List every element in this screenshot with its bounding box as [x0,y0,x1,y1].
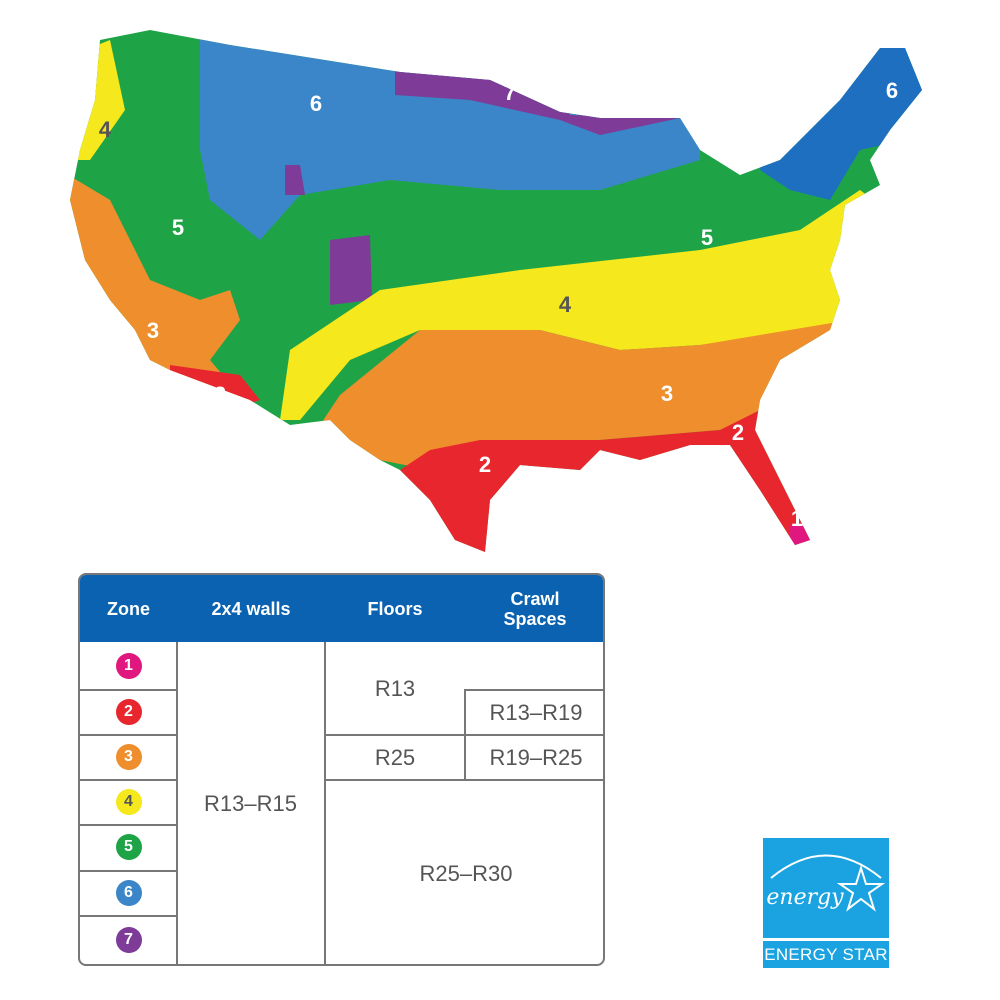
floors-crawl-zone-4-7-value: R25–R30 [419,860,513,886]
floors-zone-3-value: R25 [374,744,416,770]
map-label-zone-2-southeast: 2 [732,420,744,445]
map-label-zone-7: 7 [504,80,516,105]
zone-row-7: 7 [80,915,177,964]
header-walls: 2x4 walls [211,598,291,619]
zone-1-badge: 1 [115,652,142,679]
map-label-zone-4-east: 4 [559,292,572,317]
floors-zone-1-2-value: R13 [374,676,416,701]
zone-4-badge: 4 [115,788,142,815]
zone-row-1: 1 [80,642,177,689]
zone-3-badge: 3 [115,743,142,770]
map-label-zone-2-west: 2 [214,382,226,407]
climate-zone-map: 4 5 3 2 6 7 6 5 4 3 2 2 2 1 [70,30,922,552]
energy-star-icon: energy [766,854,886,912]
insulation-table: Zone 2x4 walls Floors Crawl Spaces 1 2 3… [78,573,605,966]
table-header: Zone 2x4 walls Floors Crawl Spaces [80,575,603,642]
map-label-zone-1: 1 [791,506,803,531]
map-label-zone-5-east: 5 [701,225,713,250]
zone-row-3: 3 [80,734,177,779]
header-crawl-spaces: Crawl Spaces [503,588,567,629]
header-zone: Zone [107,598,150,619]
walls-value: R13–R15 [204,791,297,816]
zone-row-2: 2 [80,689,177,734]
map-label-zone-3-east: 3 [661,381,673,406]
map-label-zone-5-west: 5 [172,215,184,240]
crawl-zone-3-value: R19–R25 [489,744,583,770]
zone-row-6: 6 [80,870,177,915]
zone-5-badge: 5 [115,834,142,860]
zone-row-4: 4 [80,779,177,824]
map-label-zone-3-west: 3 [147,318,159,343]
energy-script: energy [766,885,844,910]
zone-7-area-west [285,165,372,305]
zone-row-5: 5 [80,824,177,870]
header-floors: Floors [367,598,423,619]
map-label-zone-4-west: 4 [99,117,112,142]
energy-star-logo: energy ENERGY STAR [763,838,889,968]
zone-6-badge: 6 [115,879,142,906]
zone-7-badge: 7 [115,927,142,953]
crawl-zone-2-value: R13–R19 [489,699,583,725]
zone-4-area [70,40,900,420]
energy-star-text: ENERGY STAR [763,938,889,968]
zone-3-area [70,170,850,470]
map-label-zone-6-north: 6 [310,91,322,116]
zone-2-badge: 2 [115,698,142,725]
map-label-zone-2-texas: 2 [479,452,491,477]
map-label-zone-6-northeast: 6 [886,78,898,103]
